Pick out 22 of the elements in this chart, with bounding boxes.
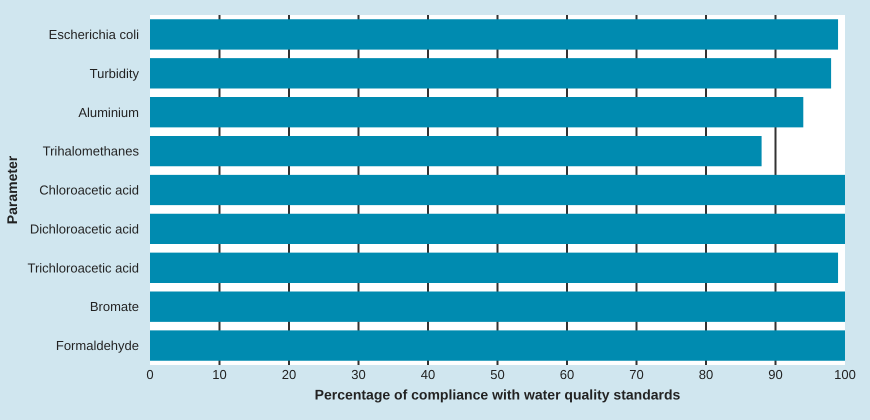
x-axis-title: Percentage of compliance with water quality standards: [314, 386, 681, 402]
x-tick-label: 10: [212, 367, 227, 382]
x-tick-label: 70: [629, 367, 644, 382]
y-tick-label: Formaldehyde: [56, 338, 139, 354]
y-tick-label: Turbidity: [90, 66, 140, 81]
y-tick-label: Dichloroacetic acid: [30, 221, 139, 236]
x-tick-label: 100: [834, 367, 856, 382]
y-tick-label: Aluminium: [78, 104, 139, 120]
y-tick-label: Bromate: [90, 299, 139, 314]
x-tick-label: 30: [351, 367, 366, 382]
y-tick-label: Chloroacetic acid: [39, 182, 139, 198]
y-tick-label: Trichloroacetic acid: [27, 260, 139, 276]
y-tick-label: Trihalomethanes: [42, 144, 140, 159]
y-tick-label: Escherichia coli: [48, 26, 140, 42]
x-tick-label: 60: [560, 367, 574, 382]
x-tick-label: 90: [768, 367, 783, 382]
x-tick-label: 20: [282, 367, 296, 382]
x-tick-label: 0: [146, 367, 154, 382]
x-tick-label: 50: [490, 367, 505, 382]
x-tick-label: 80: [698, 367, 714, 382]
y-axis-title: Parameter: [4, 155, 20, 224]
x-tick-label: 40: [420, 367, 436, 382]
